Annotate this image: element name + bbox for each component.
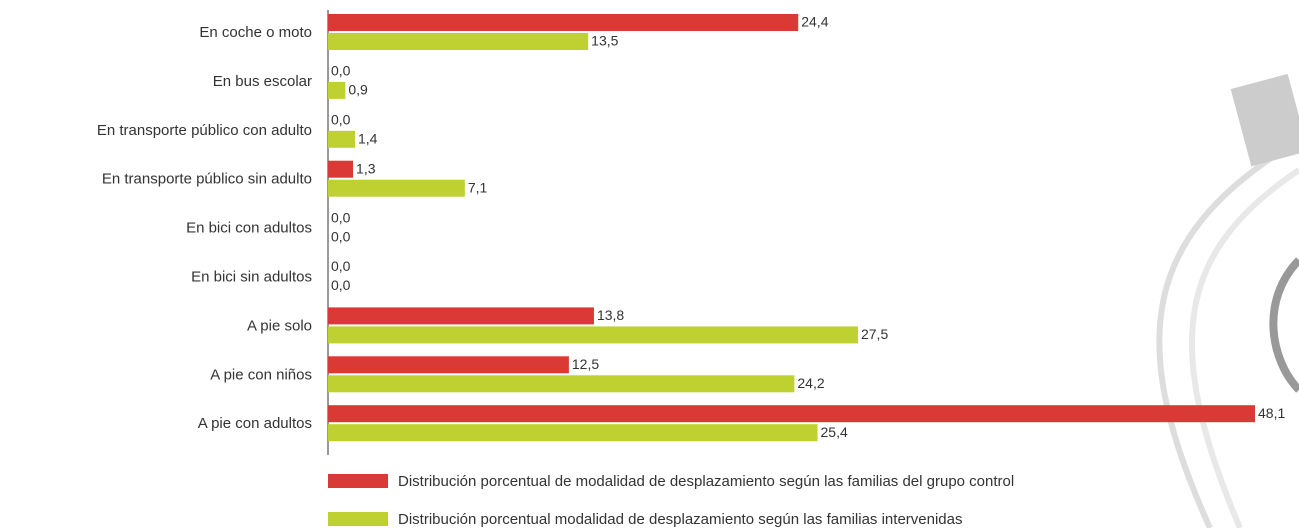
bar: [328, 375, 795, 393]
value-label: 13,8: [597, 307, 624, 323]
bar: [328, 307, 594, 325]
bar: [328, 81, 346, 99]
value-label: 13,5: [591, 33, 618, 49]
category-label: A pie solo: [247, 317, 312, 334]
value-label: 0,0: [331, 228, 351, 244]
value-label: 1,3: [356, 160, 376, 176]
category-label: En transporte público con adulto: [97, 122, 312, 139]
value-label: 0,0: [331, 112, 351, 128]
value-label: 24,4: [801, 14, 828, 30]
category-label: En transporte público sin adulto: [102, 171, 312, 188]
category-label: En bici con adultos: [186, 220, 312, 237]
category-label: En bus escolar: [213, 73, 312, 90]
category-label: En coche o moto: [199, 24, 312, 41]
value-label: 27,5: [861, 326, 888, 342]
value-label: 12,5: [572, 356, 599, 372]
value-label: 0,0: [331, 63, 351, 79]
bar: [328, 356, 569, 374]
bar: [328, 14, 799, 31]
legend-swatch: [328, 474, 388, 488]
decor-train: [1230, 73, 1299, 167]
bar: [328, 405, 1255, 423]
value-label: 25,4: [821, 424, 848, 440]
decor-curve: [1189, 167, 1299, 528]
bar: [328, 33, 589, 50]
value-label: 0,0: [331, 209, 351, 225]
bar: [328, 179, 465, 197]
legend-label: Distribución porcentual de modalidad de …: [398, 473, 1014, 490]
category-label: A pie con niños: [210, 366, 312, 383]
category-label: En bici sin adultos: [191, 268, 312, 285]
decor-curve: [1156, 137, 1299, 528]
legend-label: Distribución porcentual modalidad de des…: [398, 511, 963, 528]
value-label: 0,9: [348, 82, 368, 98]
value-label: 7,1: [468, 179, 488, 195]
category-label: A pie con adultos: [198, 415, 312, 432]
bar: [328, 326, 858, 344]
value-label: 1,4: [358, 131, 378, 147]
value-label: 0,0: [331, 277, 351, 293]
decor-curve: [1269, 257, 1299, 393]
bar: [328, 130, 355, 148]
bar: [328, 160, 354, 178]
decoration: [1156, 73, 1299, 528]
value-label: 24,2: [797, 375, 824, 391]
value-label: 0,0: [331, 258, 351, 274]
bar: [328, 424, 818, 442]
legend-swatch: [328, 512, 388, 526]
value-label: 48,1: [1258, 405, 1285, 421]
